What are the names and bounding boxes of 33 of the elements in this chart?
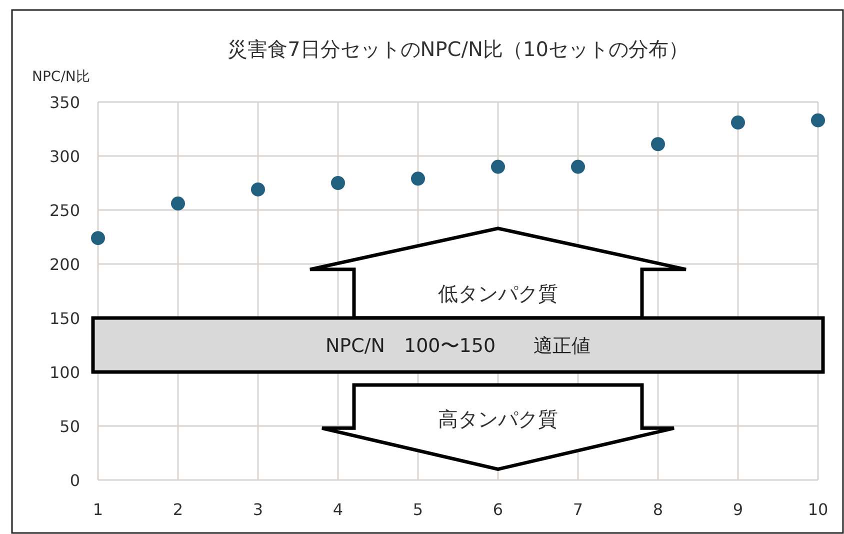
point: [411, 172, 425, 186]
point: [811, 113, 825, 128]
band-label: NPC/N 100〜150 適正値: [325, 335, 591, 357]
y-tick-label: 50: [60, 417, 80, 436]
x-tick-label: 7: [572, 500, 584, 519]
x-tick-label: 10: [808, 500, 828, 519]
x-tick-label: 5: [412, 500, 424, 519]
y-tick-label: 200: [49, 255, 80, 274]
x-tick-label: 6: [492, 500, 504, 519]
point: [171, 196, 185, 211]
chart-title: 災害食7日分セットのNPC/N比（10セットの分布）: [228, 37, 688, 61]
point: [571, 160, 585, 174]
x-tick-label: 4: [332, 500, 344, 519]
annotation: 低タンパク質: [438, 282, 558, 306]
point: [331, 176, 345, 190]
y-tick-label: 300: [49, 147, 80, 166]
point: [491, 160, 505, 174]
point: [731, 116, 745, 130]
x-tick-label: 8: [652, 500, 664, 519]
x-tick-label: 1: [92, 500, 104, 519]
x-tick-label: 9: [732, 500, 744, 519]
y-tick-label: 250: [49, 201, 80, 220]
x-tick-label: 3: [252, 500, 264, 519]
point: [251, 182, 265, 196]
y-tick-label: 150: [49, 309, 80, 328]
y-tick-label: 100: [49, 363, 80, 382]
y-tick-label: 350: [49, 93, 80, 112]
y-tick-label: 0: [70, 471, 80, 490]
point: [91, 231, 105, 246]
x-tick-label: 2: [172, 500, 184, 519]
point: [651, 137, 665, 152]
y-axis-title: NPC/N比: [32, 69, 90, 85]
annotation: 高タンパク質: [438, 407, 558, 431]
